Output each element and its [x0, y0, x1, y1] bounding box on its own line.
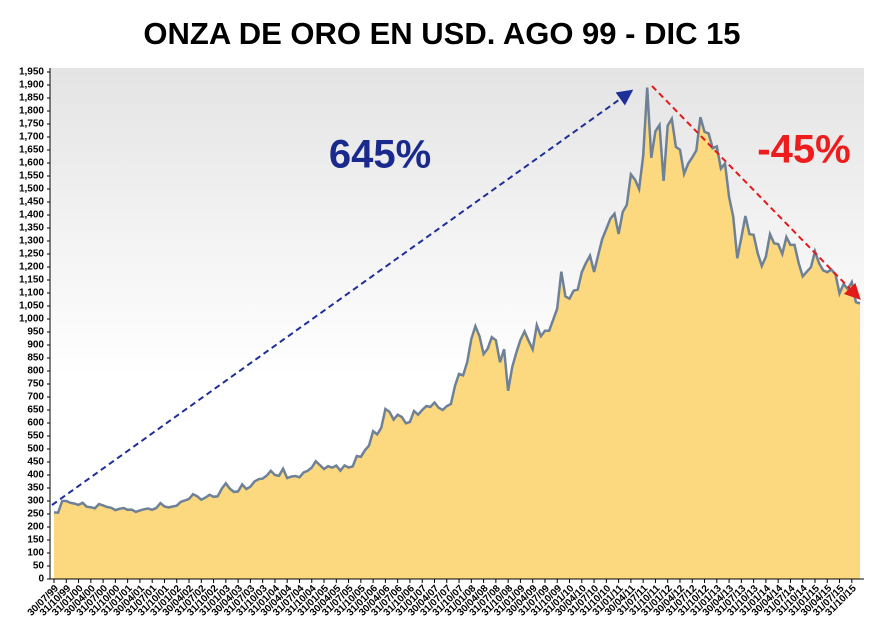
price-line	[53, 87, 861, 515]
y-tick-label: 200	[27, 522, 44, 533]
rise-arrow	[51, 89, 634, 506]
y-tick-label: 400	[27, 470, 44, 481]
y-tick-label: 1,150	[19, 275, 44, 286]
y-tick-label: 650	[27, 405, 44, 416]
plot-area: 0 50 100 150 200 250 300 350 400 450 500 550 600 650 7…	[19, 67, 864, 619]
y-tick-label: 550	[27, 431, 44, 442]
y-tick-label: 600	[27, 418, 44, 429]
y-tick-label: 1,800	[19, 106, 44, 117]
y-tick-label: 1,950	[19, 67, 44, 78]
y-tick-label: 750	[27, 379, 44, 390]
y-tick-label: 50	[33, 561, 45, 572]
y-tick-label: 250	[27, 509, 44, 520]
y-tick-label: 1,900	[19, 80, 44, 91]
y-tick-label: 1,200	[19, 262, 44, 273]
fall-annotation: -45%	[757, 128, 850, 172]
y-tick-label: 1,000	[19, 314, 44, 325]
y-tick-label: 1,750	[19, 119, 44, 130]
y-tick-label: 100	[27, 548, 44, 559]
y-tick-label: 950	[27, 327, 44, 338]
y-tick-label: 350	[27, 483, 44, 494]
y-tick-label: 1,250	[19, 249, 44, 260]
y-tick-label: 850	[27, 353, 44, 364]
y-tick-label: 1,300	[19, 236, 44, 247]
y-tick-label: 150	[27, 535, 44, 546]
y-tick-label: 300	[27, 496, 44, 507]
y-tick-label: 1,400	[19, 210, 44, 221]
y-tick-label: 500	[27, 444, 44, 455]
y-tick-label: 1,100	[19, 288, 44, 299]
area	[54, 87, 860, 579]
y-tick-label: 700	[27, 392, 44, 403]
chart-title: ONZA DE ORO EN USD. AGO 99 - DIC 15	[143, 16, 740, 51]
y-tick-label: 1,850	[19, 93, 44, 104]
y-tick-label: 1,600	[19, 158, 44, 169]
rise-annotation: 645%	[329, 133, 431, 177]
y-tick-label: 1,650	[19, 145, 44, 156]
y-tick-label: 0	[38, 574, 44, 585]
y-tick-label: 800	[27, 366, 44, 377]
y-tick-label: 1,350	[19, 223, 44, 234]
y-tick-label: 1,450	[19, 197, 44, 208]
y-tick-label: 1,500	[19, 184, 44, 195]
y-tick-label: 450	[27, 457, 44, 468]
y-tick-label: 1,700	[19, 132, 44, 143]
y-tick-label: 1,050	[19, 301, 44, 312]
y-tick-label: 1,550	[19, 171, 44, 182]
fall-arrow	[651, 85, 861, 300]
y-tick-label: 900	[27, 340, 44, 351]
